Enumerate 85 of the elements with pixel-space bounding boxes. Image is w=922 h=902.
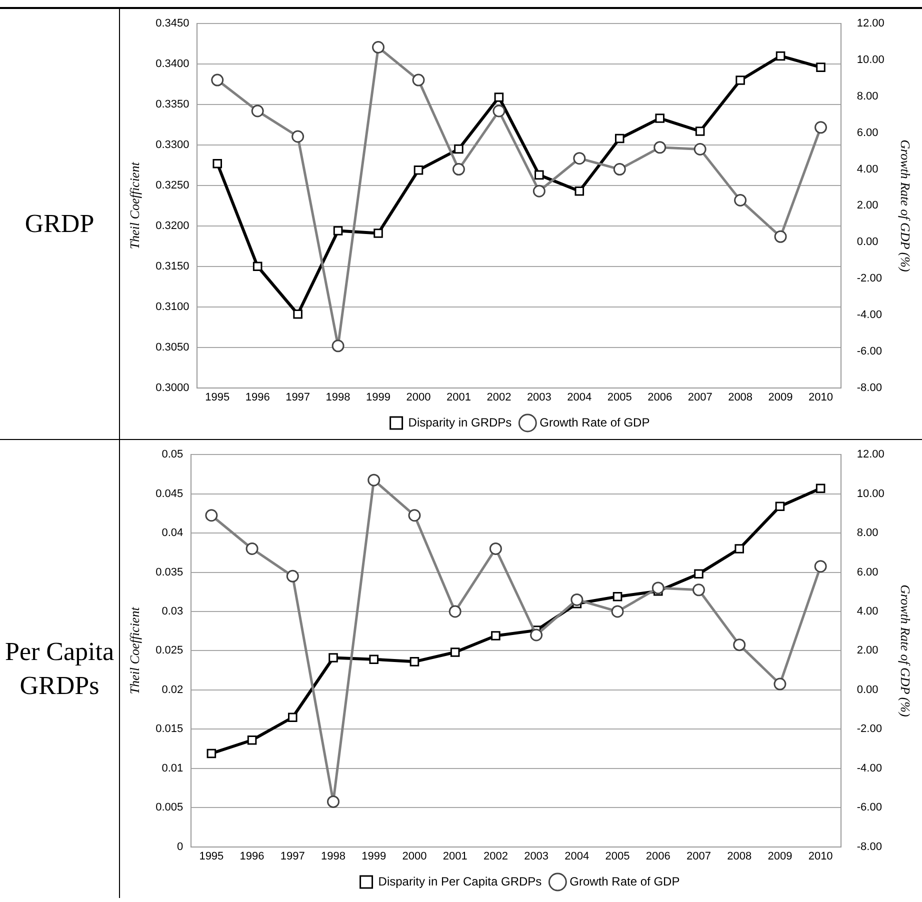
text: GRDP — [0, 9, 120, 439]
x-tick-label: 1996 — [240, 850, 264, 862]
y-tick-label: 0.02 — [162, 684, 184, 696]
x-tick-label: 1995 — [205, 391, 230, 404]
x-tick-label: 2000 — [406, 391, 431, 404]
y-tick-label: 0.035 — [156, 566, 184, 578]
y2-tick-label: 8.00 — [856, 90, 878, 102]
y2-tick-label: -6.00 — [856, 802, 882, 814]
x-tick-label: 1996 — [245, 391, 270, 404]
y2-tick-label: 12.00 — [856, 18, 884, 30]
y-tick-label: 0.3100 — [156, 300, 190, 313]
x-tick-label: 2008 — [727, 850, 752, 862]
y2-tick-label: -8.00 — [856, 382, 882, 394]
x-tick-label: 2010 — [808, 850, 833, 862]
y-tick-label: 0.3350 — [156, 98, 190, 111]
y2-tick-label: 10.00 — [856, 488, 884, 500]
y2-tick-label: 6.00 — [856, 126, 878, 139]
y-axis-title: Theil Coefficient — [127, 606, 142, 694]
y-tick-label: 0.03 — [162, 606, 184, 618]
x-tick-label: 1997 — [280, 850, 305, 862]
x-tick-label: 1995 — [199, 850, 224, 862]
x-tick-label: 2009 — [768, 850, 792, 862]
x-tick-label: 1997 — [286, 391, 310, 404]
y2-tick-label: 2.00 — [856, 200, 878, 212]
y-tick-label: 0.04 — [162, 527, 184, 540]
y2-tick-label: -4.00 — [856, 308, 882, 321]
y-axis-title: Theil Coefficient — [127, 162, 142, 250]
y2-tick-label: 6.00 — [856, 566, 878, 578]
x-tick-label: 2000 — [402, 850, 427, 862]
y2-tick-label: -4.00 — [856, 762, 882, 774]
x-tick-label: 1999 — [366, 391, 391, 404]
y-tick-label: 0.3300 — [156, 139, 190, 152]
y2-tick-label: -2.00 — [856, 272, 882, 285]
y2-tick-label: 2.00 — [856, 644, 878, 657]
y2-tick-label: 4.00 — [856, 163, 878, 176]
y2-tick-label: -2.00 — [856, 723, 882, 736]
x-tick-label: 2010 — [808, 391, 833, 404]
y-tick-label: 0.3200 — [156, 220, 190, 232]
y2-axis-title: Growth Rate of GDP (%) — [898, 584, 913, 717]
y2-tick-label: 0.00 — [856, 684, 878, 696]
x-tick-label: 1998 — [321, 850, 346, 862]
y-tick-label: 0.015 — [156, 723, 184, 736]
legend-label: Growth Rate of GDP — [540, 415, 650, 430]
x-tick-label: 2005 — [605, 850, 630, 862]
y-tick-label: 0.3000 — [156, 382, 190, 394]
x-tick-label: 1999 — [362, 850, 386, 862]
y2-tick-label: -8.00 — [856, 840, 882, 853]
x-tick-label: 2002 — [486, 391, 512, 404]
y-tick-label: 0.3400 — [156, 58, 190, 70]
x-tick-label: 1998 — [326, 391, 350, 404]
x-tick-label: 2008 — [728, 391, 753, 404]
y2-tick-label: 12.00 — [856, 448, 884, 461]
x-tick-label: 2005 — [607, 391, 632, 404]
legend-label: Disparity in GRDPs — [408, 415, 512, 430]
y-tick-label: 0.025 — [156, 644, 184, 657]
x-tick-label: 2004 — [564, 850, 590, 862]
x-tick-label: 2002 — [483, 850, 508, 862]
x-tick-label: 2007 — [688, 391, 712, 404]
x-tick-label: 2007 — [686, 850, 711, 862]
x-tick-label: 2001 — [442, 850, 468, 862]
y-tick-label: 0.3150 — [156, 260, 190, 272]
x-tick-label: 2004 — [567, 391, 592, 404]
y-tick-label: 0.05 — [162, 448, 184, 461]
y-tick-label: 0.3050 — [156, 341, 190, 354]
x-tick-label: 2003 — [524, 850, 549, 862]
x-tick-label: 2006 — [646, 850, 670, 862]
y-tick-label: 0.01 — [162, 762, 184, 774]
legend-label: Growth Rate of GDP — [570, 874, 680, 888]
x-tick-label: 2003 — [526, 391, 552, 404]
text: Per Capita GRDPs — [0, 440, 120, 898]
y2-axis-title: Growth Rate of GDP (%) — [898, 140, 913, 272]
x-tick-label: 2006 — [648, 391, 672, 404]
y-tick-label: 0.3250 — [156, 180, 190, 192]
y2-tick-label: 0.00 — [856, 236, 878, 248]
y-tick-label: 0.045 — [156, 488, 184, 500]
x-tick-label: 2001 — [446, 391, 471, 404]
legend-label: Disparity in Per Capita GRDPs — [378, 874, 542, 888]
y2-tick-label: -6.00 — [856, 345, 882, 358]
y-tick-label: 0 — [177, 840, 184, 853]
y2-tick-label: 8.00 — [856, 527, 878, 540]
y-tick-label: 0.3450 — [156, 18, 190, 30]
y-tick-label: 0.005 — [156, 802, 184, 814]
y2-tick-label: 4.00 — [856, 606, 878, 618]
x-tick-label: 2009 — [768, 391, 793, 404]
y2-tick-label: 10.00 — [856, 54, 884, 66]
